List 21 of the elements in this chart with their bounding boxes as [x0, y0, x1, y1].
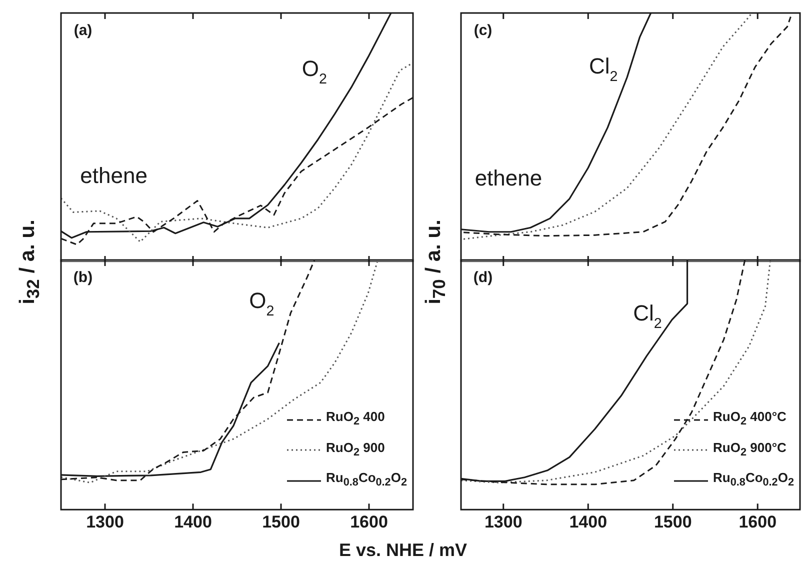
legend-label: RuO$_{2}$ 400 [326, 408, 385, 430]
x-tick-label: 1500 [654, 512, 692, 532]
x-tick-label: 1400 [569, 512, 608, 532]
legend-label: Ru$_{0.8}$Co$_{0.2}$O$_{2}$ [326, 469, 407, 491]
x-tick-label: 1300 [484, 512, 522, 532]
x-tick-label: 1600 [738, 512, 777, 532]
annotation: (b) [73, 269, 93, 286]
annotation: ethene [474, 165, 542, 190]
x-tick-label: 1600 [350, 512, 388, 532]
x-tick-label: 1500 [262, 512, 300, 532]
legend-label: RuO$_{2}$ 900 [326, 438, 385, 460]
x-tick-label: 1400 [174, 512, 212, 532]
annotation: ethene [80, 162, 148, 188]
legend-label: Ru$_{0.8}$Co$_{0.2}$O$_{2}$ [713, 469, 794, 491]
legend-label: RuO$_{2}$ 400°C [713, 408, 786, 430]
annotation: (d) [473, 269, 493, 286]
x-tick-label: 1300 [86, 512, 124, 532]
annotation: (a) [74, 22, 92, 39]
legend-label: RuO$_{2}$ 900°C [713, 438, 786, 460]
x-axis-title: E vs. NHE / mV [338, 540, 468, 561]
annotation: (c) [474, 22, 492, 39]
